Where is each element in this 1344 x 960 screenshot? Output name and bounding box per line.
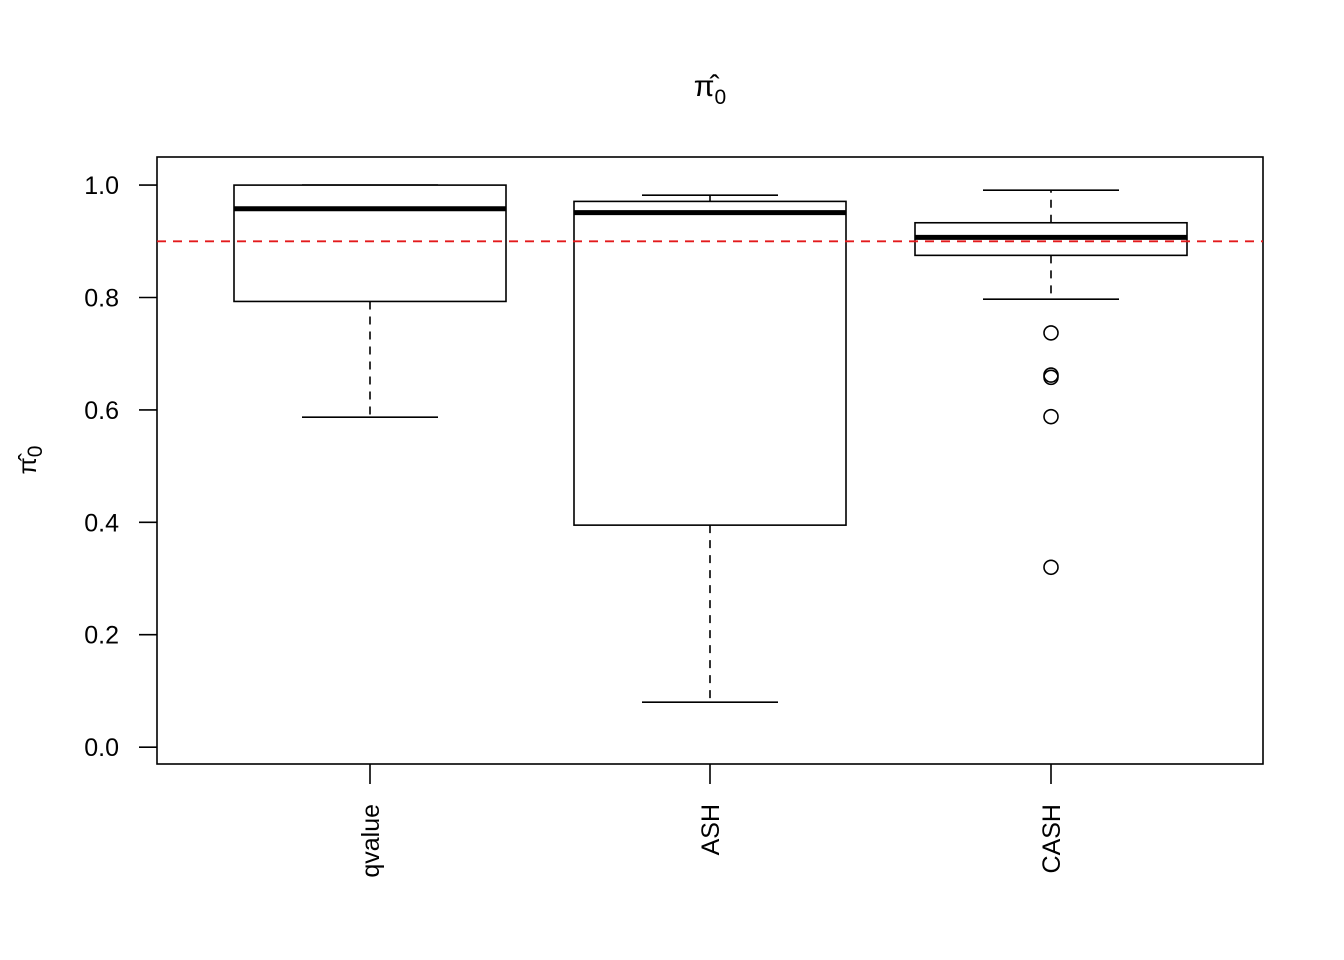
chart-title-subscript: 0	[715, 86, 727, 109]
chart-title: π̂0	[694, 70, 726, 109]
y-tick-label: 0.0	[84, 734, 119, 762]
y-tick-label: 0.8	[84, 285, 119, 313]
y-tick-label: 1.0	[84, 172, 119, 200]
y-tick-label: 0.2	[84, 622, 119, 650]
outlier-point	[1043, 325, 1059, 341]
outlier-point	[1043, 369, 1059, 386]
x-tick-label: ASH	[697, 804, 725, 855]
x-tick-label: CASH	[1038, 804, 1066, 873]
y-tick-label: 0.6	[84, 397, 119, 425]
y-tick-label: 0.4	[84, 509, 119, 537]
outlier-point	[1043, 559, 1059, 576]
y-axis-label-subscript: 0	[24, 446, 47, 458]
box-ASH	[573, 200, 847, 526]
box-qvalue	[233, 184, 507, 303]
plot-area: 0.0 0.2 0.4 0.6 0.8 1.0 qvalue ASH CASH	[84, 156, 1264, 878]
y-axis-label-main: π̂	[14, 452, 42, 474]
outlier-point	[1043, 408, 1059, 425]
y-axis-label: π̂0	[14, 446, 47, 475]
x-tick-label: qvalue	[357, 804, 385, 878]
